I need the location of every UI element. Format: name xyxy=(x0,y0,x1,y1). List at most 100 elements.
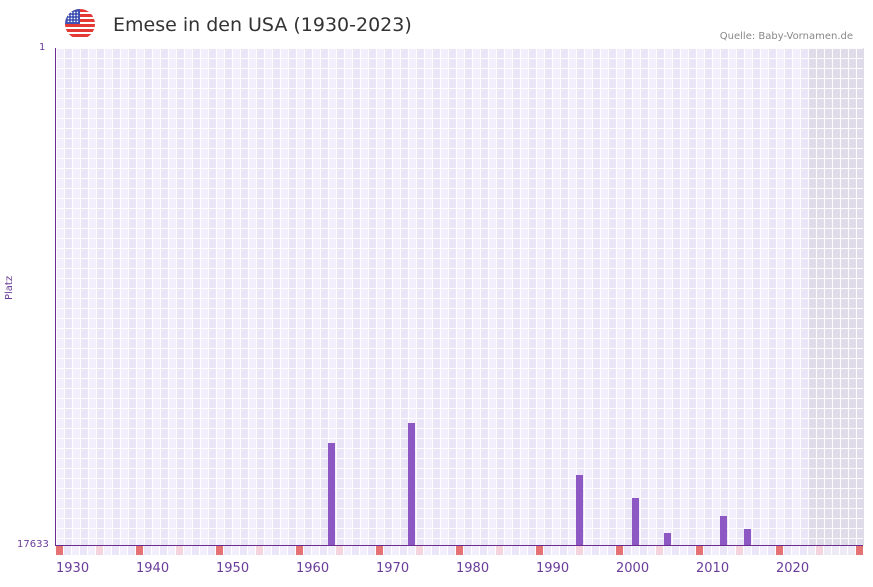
year-marker xyxy=(736,546,743,555)
plot-area xyxy=(56,48,864,545)
year-marker xyxy=(152,546,159,555)
year-marker xyxy=(256,546,263,555)
grid-lines xyxy=(56,48,863,545)
year-marker xyxy=(128,546,135,555)
year-marker xyxy=(584,546,591,555)
year-marker xyxy=(160,546,167,555)
x-tick-label: 1990 xyxy=(536,561,570,576)
year-marker xyxy=(512,546,519,555)
year-marker xyxy=(112,546,119,555)
year-marker xyxy=(784,546,791,555)
year-marker xyxy=(224,546,231,555)
year-marker xyxy=(328,546,335,555)
year-marker xyxy=(96,546,103,555)
year-marker xyxy=(528,546,535,555)
year-marker xyxy=(632,546,639,555)
year-marker xyxy=(520,546,527,555)
year-marker xyxy=(792,546,799,555)
year-marker xyxy=(384,546,391,555)
year-marker xyxy=(168,546,175,555)
x-tick-label: 1960 xyxy=(296,561,330,576)
chart-title: Emese in den USA (1930-2023) xyxy=(113,14,412,36)
year-marker xyxy=(656,546,663,555)
year-marker xyxy=(376,546,383,555)
year-marker xyxy=(456,546,463,555)
year-marker xyxy=(120,546,127,555)
year-marker xyxy=(568,546,575,555)
year-marker xyxy=(400,546,407,555)
year-marker xyxy=(680,546,687,555)
year-marker xyxy=(352,546,359,555)
year-marker xyxy=(368,546,375,555)
year-marker xyxy=(144,546,151,555)
year-marker xyxy=(392,546,399,555)
y-axis-bottom-label: 17633 xyxy=(17,539,49,550)
year-marker xyxy=(56,546,63,555)
year-marker xyxy=(104,546,111,555)
year-marker xyxy=(360,546,367,555)
year-marker xyxy=(72,546,79,555)
year-marker xyxy=(616,546,623,555)
bar-2013[interactable] xyxy=(720,516,727,545)
year-marker xyxy=(760,546,767,555)
year-marker xyxy=(304,546,311,555)
bar-1974[interactable] xyxy=(408,423,415,545)
year-marker xyxy=(240,546,247,555)
year-marker xyxy=(208,546,215,555)
bar-2016[interactable] xyxy=(744,529,751,545)
year-marker xyxy=(696,546,703,555)
year-marker xyxy=(344,546,351,555)
year-marker xyxy=(264,546,271,555)
y-axis-line xyxy=(55,48,56,545)
year-marker xyxy=(64,546,71,555)
year-marker xyxy=(752,546,759,555)
bar-2002[interactable] xyxy=(632,498,639,545)
year-marker xyxy=(272,546,279,555)
year-marker xyxy=(192,546,199,555)
bar-1964[interactable] xyxy=(328,443,335,545)
year-marker xyxy=(808,546,815,555)
year-marker xyxy=(288,546,295,555)
y-axis-title: Platz xyxy=(4,275,15,300)
year-marker xyxy=(80,546,87,555)
x-tick-label: 1950 xyxy=(216,561,250,576)
year-marker xyxy=(408,546,415,555)
year-marker xyxy=(664,546,671,555)
bar-2006[interactable] xyxy=(664,533,671,545)
year-marker xyxy=(440,546,447,555)
year-marker xyxy=(496,546,503,555)
year-marker xyxy=(200,546,207,555)
year-marker xyxy=(552,546,559,555)
x-tick-label: 2000 xyxy=(616,561,650,576)
year-marker xyxy=(688,546,695,555)
year-marker xyxy=(432,546,439,555)
year-marker xyxy=(216,546,223,555)
x-axis-line xyxy=(55,545,863,546)
year-marker xyxy=(776,546,783,555)
year-marker xyxy=(840,546,847,555)
year-marker xyxy=(232,546,239,555)
year-marker xyxy=(600,546,607,555)
year-marker xyxy=(176,546,183,555)
year-marker xyxy=(464,546,471,555)
year-marker xyxy=(624,546,631,555)
year-marker xyxy=(448,546,455,555)
source-label: Quelle: Baby-Vornamen.de xyxy=(719,31,853,42)
year-marker xyxy=(800,546,807,555)
x-tick-label: 2020 xyxy=(776,561,810,576)
year-marker xyxy=(88,546,95,555)
year-marker xyxy=(720,546,727,555)
x-tick-label: 1970 xyxy=(376,561,410,576)
year-marker xyxy=(824,546,831,555)
bar-1995[interactable] xyxy=(576,475,583,545)
year-marker xyxy=(728,546,735,555)
year-marker xyxy=(488,546,495,555)
year-marker xyxy=(544,546,551,555)
year-marker xyxy=(504,546,511,555)
year-marker xyxy=(136,546,143,555)
x-tick-label: 2010 xyxy=(696,561,730,576)
year-marker xyxy=(704,546,711,555)
year-marker xyxy=(536,546,543,555)
year-marker xyxy=(848,546,855,555)
year-marker xyxy=(712,546,719,555)
